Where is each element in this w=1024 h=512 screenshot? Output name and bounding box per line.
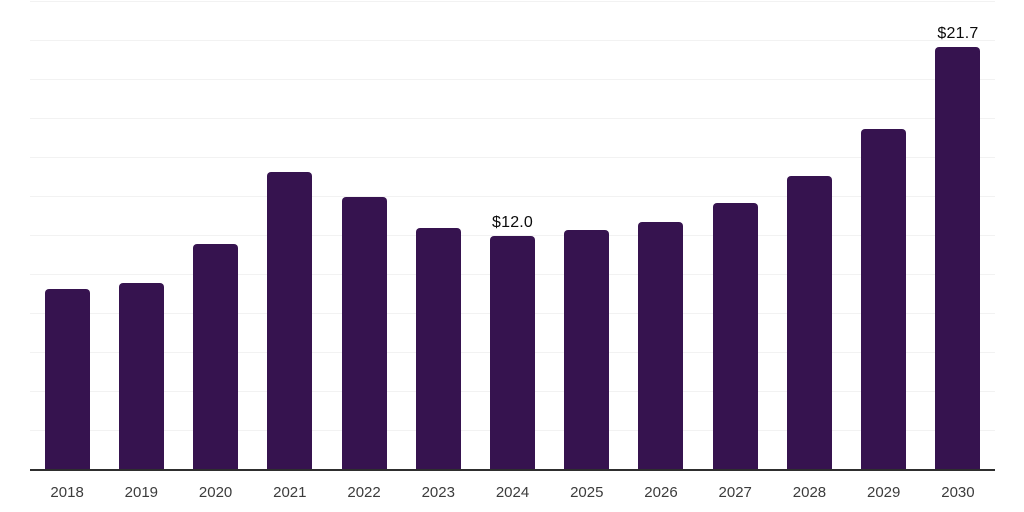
- x-tick-label-2024: 2024: [495, 484, 530, 501]
- bars-row: $12.0 $21.7: [30, 2, 995, 470]
- x-tick-label-2027: 2027: [718, 484, 752, 501]
- bar-slot-2025: [550, 2, 624, 470]
- bar-2018: [44, 288, 90, 470]
- x-tick-label-2029: 2029: [867, 484, 901, 501]
- bar-slot-2024: $12.0: [475, 2, 549, 470]
- x-tick-label-2026: 2026: [644, 484, 678, 501]
- bar-slot-2020: [178, 2, 252, 470]
- x-tick-label-2020: 2020: [198, 484, 233, 501]
- bar-2022: [341, 197, 387, 470]
- gridline-12: [30, 235, 995, 236]
- x-tick-label-2028: 2028: [792, 484, 827, 501]
- gridline-18: [30, 118, 995, 119]
- bar-slot-2029: [847, 2, 921, 470]
- gridline-16: [30, 157, 995, 159]
- gridline-14: [30, 196, 995, 197]
- gridline-20: [30, 79, 995, 80]
- bar-slot-2019: [104, 2, 178, 470]
- bar-2025: [564, 230, 610, 470]
- bar-slot-2018: [30, 2, 104, 470]
- gridline-22: [30, 40, 995, 41]
- x-axis-tick-labels: 2018 2019 2020 2021 2022 2023 2024 2025 2026 2027…: [30, 483, 995, 505]
- x-tick-label-2025: 2025: [570, 484, 604, 501]
- bar-2023: [415, 228, 461, 470]
- x-tick-label-2022: 2022: [347, 484, 381, 501]
- bar-slot-2028: [772, 2, 846, 470]
- bar-2030: [935, 46, 981, 470]
- x-tick-label-2018: 2018: [50, 484, 84, 501]
- bar-slot-2023: [401, 2, 475, 470]
- x-tick-label-2023: 2023: [421, 484, 455, 501]
- bar-slot-2030: $21.7: [921, 2, 995, 470]
- data-label-2030: $21.7: [937, 24, 979, 42]
- bar-2020: [193, 243, 239, 470]
- x-tick-label-2021: 2021: [273, 484, 307, 501]
- x-tick-label-2019: 2019: [124, 484, 159, 501]
- bar-slot-2027: [698, 2, 772, 470]
- bar-2019: [118, 282, 164, 470]
- bar-slot-2021: [253, 2, 327, 470]
- bar-2027: [712, 202, 758, 470]
- bar-2029: [861, 128, 907, 470]
- bar-2026: [638, 222, 684, 470]
- bar-slot-2026: [624, 2, 698, 470]
- bar-2028: [786, 175, 832, 470]
- bar-2021: [267, 171, 313, 470]
- gridline-24: [30, 1, 995, 2]
- x-tick-label-2030: 2030: [941, 484, 975, 501]
- bar-2024: [490, 236, 536, 470]
- plot-area: $12.0 $21.7: [30, 1, 995, 470]
- bar-slot-2022: [327, 2, 401, 470]
- x-axis-line: [30, 469, 995, 471]
- data-label-2024: $12.0: [491, 214, 534, 231]
